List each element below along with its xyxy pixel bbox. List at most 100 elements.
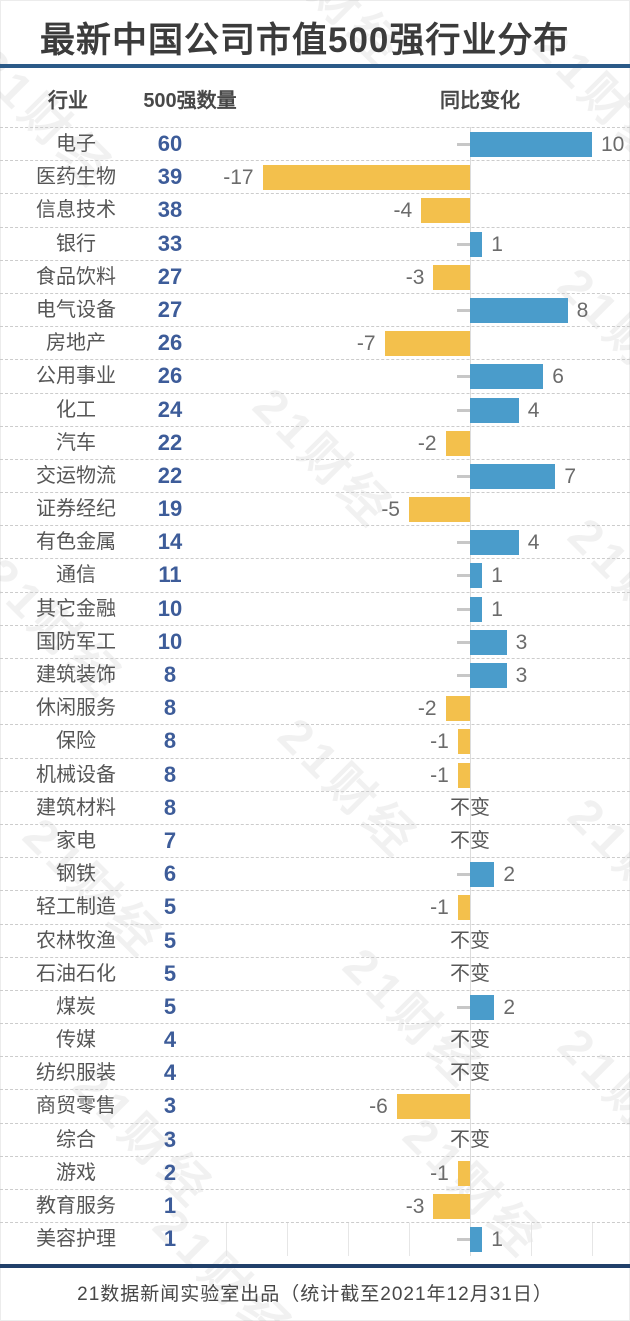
industry-label: 建筑装饰 bbox=[36, 664, 116, 686]
axis-tick bbox=[457, 1005, 470, 1009]
count-value: 24 bbox=[157, 396, 183, 422]
change-value: -2 bbox=[417, 697, 437, 721]
count-value: 1 bbox=[163, 1226, 177, 1252]
change-value: -3 bbox=[405, 1195, 425, 1218]
change-bar bbox=[470, 994, 495, 1020]
change-value: -1 bbox=[430, 1161, 449, 1185]
footer-credit: 21数据新闻实验室出品（统计截至2021年12月31日） bbox=[77, 1284, 553, 1305]
change-value: -3 bbox=[405, 265, 425, 289]
change-value: -1 bbox=[430, 896, 449, 920]
axis-tick bbox=[457, 674, 470, 677]
axis-tick bbox=[457, 1238, 470, 1242]
change-value: 3 bbox=[515, 630, 528, 654]
change-value: 不变 bbox=[450, 962, 490, 985]
industry-label: 食品饮料 bbox=[36, 265, 116, 288]
axis-tick bbox=[457, 308, 470, 312]
change-value: 1 bbox=[491, 564, 503, 588]
industry-label: 石油石化 bbox=[36, 962, 116, 985]
industry-row-2: 医药生物 39 -17 bbox=[0, 160, 630, 193]
change-bar bbox=[384, 331, 470, 357]
count-value: 8 bbox=[163, 794, 177, 820]
industry-row-12: 证券经纪 19 -5 bbox=[0, 492, 630, 525]
change-value: -7 bbox=[356, 332, 376, 356]
count-value: 4 bbox=[163, 1060, 177, 1086]
industry-label: 交运物流 bbox=[36, 464, 116, 487]
axis-tick bbox=[457, 242, 470, 246]
change-value: 7 bbox=[564, 464, 577, 488]
count-value: 60 bbox=[157, 131, 183, 156]
column-headers: 行业 500强数量 同比变化 bbox=[0, 84, 630, 112]
change-value: 不变 bbox=[450, 929, 490, 952]
change-value: 2 bbox=[503, 995, 516, 1019]
change-bar bbox=[470, 297, 568, 323]
industry-row-16: 国防军工 10 3 bbox=[0, 624, 630, 658]
change-bar bbox=[457, 895, 470, 921]
change-value: 1 bbox=[491, 597, 503, 621]
change-bar bbox=[457, 762, 470, 788]
count-value: 5 bbox=[163, 894, 177, 920]
change-bar bbox=[457, 1160, 470, 1186]
change-value: 2 bbox=[503, 863, 516, 887]
count-value: 7 bbox=[163, 827, 177, 853]
industry-label: 游戏 bbox=[56, 1161, 96, 1184]
industry-row-6: 电气设备 27 8 bbox=[0, 292, 630, 326]
change-bar bbox=[396, 1094, 470, 1120]
industry-row-20: 机械设备 8 -1 bbox=[0, 757, 630, 791]
count-value: 1 bbox=[163, 1193, 177, 1218]
axis-tick bbox=[457, 574, 470, 578]
change-value: 不变 bbox=[450, 829, 490, 852]
industry-label: 通信 bbox=[56, 564, 96, 587]
industry-row-17: 建筑装饰 8 3 bbox=[0, 658, 630, 691]
change-bar bbox=[470, 397, 519, 423]
change-bar bbox=[470, 1227, 483, 1253]
bottom-gridline-tick bbox=[409, 1222, 410, 1256]
industry-label: 钢铁 bbox=[56, 863, 96, 886]
count-value: 27 bbox=[157, 296, 183, 322]
change-value: 4 bbox=[527, 531, 540, 555]
industry-row-9: 化工 24 4 bbox=[0, 392, 630, 426]
industry-row-23: 钢铁 6 2 bbox=[0, 857, 630, 890]
count-value: 3 bbox=[163, 1093, 177, 1119]
industry-label: 房地产 bbox=[46, 332, 106, 355]
industry-label: 信息技术 bbox=[36, 199, 116, 222]
bottom-gridline-tick bbox=[592, 1222, 593, 1256]
industry-label: 银行 bbox=[56, 232, 96, 255]
count-value: 8 bbox=[163, 728, 177, 754]
industry-label: 保险 bbox=[56, 730, 96, 753]
column-header-industry: 行业 bbox=[48, 90, 88, 112]
count-value: 2 bbox=[163, 1159, 177, 1185]
count-value: 27 bbox=[157, 263, 183, 289]
change-bar bbox=[262, 165, 470, 191]
industry-row-34: 美容护理 1 1 bbox=[0, 1222, 630, 1255]
count-value: 14 bbox=[157, 529, 183, 555]
bar-chart: 电子 60 10 医药生物 39 -17 信息技术 38 -4 银行 33 1 … bbox=[0, 127, 630, 1256]
industry-label: 综合 bbox=[56, 1128, 96, 1151]
industry-row-26: 石油石化 5 不变 bbox=[0, 956, 630, 990]
change-bar bbox=[409, 497, 470, 523]
axis-tick bbox=[457, 408, 470, 412]
count-value: 26 bbox=[157, 363, 183, 389]
change-bar bbox=[470, 530, 519, 556]
industry-row-7: 房地产 26 -7 bbox=[0, 326, 630, 359]
change-bar bbox=[470, 364, 544, 390]
industry-row-8: 公用事业 26 6 bbox=[0, 359, 630, 392]
change-bar bbox=[470, 663, 507, 688]
industry-label: 医药生物 bbox=[36, 166, 116, 189]
bottom-gridline-tick bbox=[287, 1222, 288, 1256]
count-value: 26 bbox=[157, 330, 183, 356]
change-bar bbox=[445, 696, 470, 722]
page-title: 最新中国公司市值500强行业分布 bbox=[40, 21, 570, 60]
industry-label: 公用事业 bbox=[36, 365, 116, 388]
change-value: 1 bbox=[491, 1228, 503, 1252]
industry-row-29: 纺织服装 4 不变 bbox=[0, 1056, 630, 1089]
axis-tick bbox=[457, 474, 470, 478]
count-value: 10 bbox=[157, 628, 183, 654]
industry-row-1: 电子 60 10 bbox=[0, 127, 630, 160]
change-value: 不变 bbox=[450, 1029, 490, 1052]
industry-label: 机械设备 bbox=[36, 763, 116, 786]
industry-label: 休闲服务 bbox=[36, 697, 116, 720]
change-bar bbox=[470, 629, 507, 655]
change-bar bbox=[470, 596, 483, 622]
count-value: 8 bbox=[163, 695, 177, 721]
